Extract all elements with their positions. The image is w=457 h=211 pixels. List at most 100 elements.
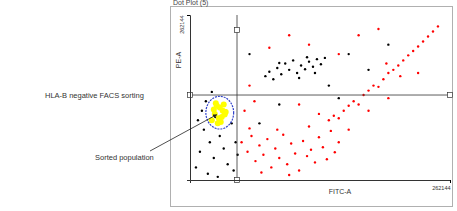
data-point	[407, 54, 409, 56]
data-point	[324, 57, 326, 59]
data-point	[219, 135, 221, 137]
data-point	[417, 72, 419, 74]
data-point	[217, 176, 219, 178]
data-point	[260, 171, 262, 173]
data-point	[318, 136, 320, 138]
data-point	[312, 66, 314, 68]
data-point	[302, 140, 304, 142]
data-point	[254, 160, 256, 162]
data-point	[432, 30, 434, 32]
data-point	[328, 84, 330, 86]
x-axis-title: FITC-A	[329, 188, 352, 195]
y-axis: 262144	[179, 16, 191, 181]
annotation-arrow	[150, 115, 217, 151]
data-point	[304, 68, 306, 70]
data-point	[357, 103, 359, 105]
data-point	[372, 84, 374, 86]
data-point	[268, 47, 270, 49]
data-point	[214, 103, 220, 109]
data-point	[292, 59, 294, 61]
data-point	[195, 166, 197, 168]
figure: Dot Plot (5)262144262144FITC-APE-AHLA-B …	[0, 0, 457, 211]
data-point	[310, 149, 312, 151]
data-point	[338, 117, 340, 119]
data-point	[221, 101, 227, 107]
data-point	[347, 128, 349, 130]
data-point	[385, 62, 387, 64]
data-point	[328, 119, 330, 121]
data-point	[232, 169, 234, 171]
data-point	[316, 58, 318, 60]
axis-line	[191, 181, 451, 184]
data-point	[266, 138, 268, 140]
data-point	[417, 45, 419, 47]
data-point	[290, 142, 292, 144]
data-point	[268, 71, 270, 73]
data-point	[314, 72, 316, 74]
data-point	[399, 75, 401, 77]
data-point	[338, 53, 340, 55]
data-point	[367, 69, 369, 71]
quadrant-line	[190, 95, 450, 96]
series	[209, 100, 229, 126]
data-point	[213, 157, 215, 159]
data-point	[250, 135, 252, 137]
panel-frame	[171, 7, 453, 207]
data-point	[326, 158, 328, 160]
data-point	[308, 43, 310, 45]
data-point	[264, 75, 266, 77]
data-point	[211, 91, 213, 93]
data-point	[306, 56, 308, 58]
data-point	[197, 119, 199, 121]
data-point	[246, 150, 248, 152]
tick-label: 262144	[179, 16, 185, 34]
annotation: HLA-B negative FACS sorting	[45, 91, 144, 100]
data-point	[298, 77, 300, 79]
data-point	[427, 35, 429, 37]
axis-line	[187, 16, 191, 181]
data-point	[205, 100, 207, 102]
data-point	[258, 122, 260, 124]
data-point	[367, 110, 369, 112]
data-point	[367, 89, 369, 91]
data-point	[387, 43, 389, 45]
data-point	[352, 100, 354, 102]
data-point	[298, 169, 300, 171]
data-point	[218, 119, 224, 125]
data-point	[278, 62, 280, 64]
data-point	[314, 161, 316, 163]
data-point	[258, 144, 260, 146]
data-point	[276, 128, 278, 130]
data-point	[298, 103, 300, 105]
data-point	[296, 72, 298, 74]
data-point	[199, 150, 201, 152]
data-point	[282, 133, 284, 135]
data-point	[207, 173, 209, 175]
data-point	[201, 110, 203, 112]
data-point	[294, 152, 296, 154]
data-point	[308, 60, 310, 62]
data-point	[278, 103, 280, 105]
data-point	[243, 110, 245, 112]
tick-mark	[187, 15, 190, 16]
data-point	[392, 69, 394, 71]
data-point	[284, 62, 286, 64]
data-point	[278, 157, 280, 159]
data-point	[308, 125, 310, 127]
data-point	[437, 25, 439, 27]
data-point	[422, 40, 424, 42]
data-point	[402, 59, 404, 61]
data-point	[248, 84, 250, 86]
data-point	[397, 64, 399, 66]
data-point	[412, 50, 414, 52]
tick: 262144	[432, 180, 450, 191]
data-point	[223, 147, 225, 149]
data-point	[333, 115, 335, 117]
data-point	[338, 97, 340, 99]
data-point	[234, 141, 236, 143]
data-point	[343, 110, 345, 112]
data-point	[280, 73, 282, 75]
data-point	[274, 147, 276, 149]
data-point	[334, 151, 336, 153]
data-point	[272, 78, 274, 80]
